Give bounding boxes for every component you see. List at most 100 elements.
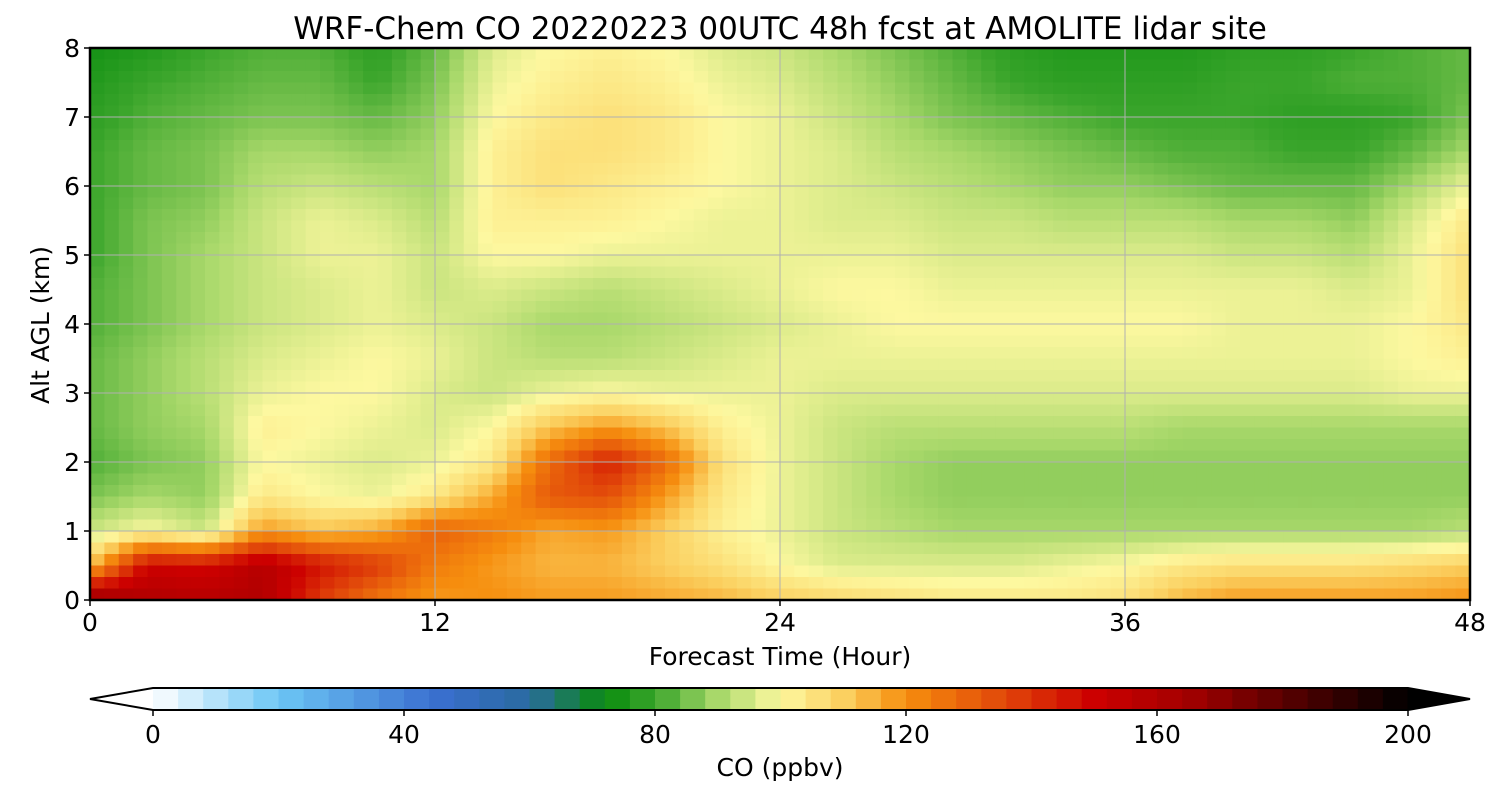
- heatmap-cell: [621, 531, 637, 544]
- heatmap-cell: [780, 588, 795, 601]
- heatmap-cell: [578, 301, 594, 314]
- heatmap-cell: [147, 588, 163, 601]
- heatmap-cell: [952, 197, 968, 210]
- heatmap-cell: [621, 496, 637, 509]
- heatmap-cell: [866, 209, 882, 222]
- heatmap-cell: [895, 462, 910, 475]
- heatmap-cell: [463, 519, 479, 532]
- heatmap-cell: [1326, 324, 1342, 337]
- heatmap-cell: [391, 531, 407, 544]
- heatmap-cell: [147, 140, 163, 153]
- heatmap-cell: [492, 186, 508, 199]
- heatmap-cell: [133, 439, 149, 452]
- heatmap-cell: [435, 266, 450, 279]
- heatmap-cell: [1340, 151, 1356, 164]
- heatmap-cell: [1240, 439, 1255, 452]
- heatmap-cell: [780, 427, 795, 440]
- heatmap-cell: [276, 82, 292, 95]
- y-tick-label: 5: [64, 241, 80, 270]
- heatmap-cell: [104, 59, 120, 72]
- heatmap-cell: [1441, 140, 1457, 153]
- heatmap-cell: [205, 220, 220, 233]
- heatmap-cell: [550, 439, 565, 452]
- heatmap-cell: [1268, 542, 1284, 555]
- heatmap-cell: [621, 370, 637, 383]
- heatmap-cell: [305, 266, 321, 279]
- heatmap-cell: [1067, 209, 1083, 222]
- heatmap-cell: [276, 128, 292, 141]
- heatmap-cell: [219, 370, 235, 383]
- heatmap-cell: [449, 542, 465, 555]
- heatmap-cell: [851, 450, 867, 463]
- heatmap-cell: [1240, 416, 1255, 429]
- heatmap-cell: [952, 473, 968, 486]
- heatmap-cell: [909, 209, 925, 222]
- heatmap-cell: [90, 197, 105, 210]
- heatmap-cell: [593, 255, 609, 268]
- heatmap-cell: [1010, 588, 1025, 601]
- heatmap-cell: [305, 197, 321, 210]
- heatmap-cell: [320, 243, 335, 256]
- heatmap-cell: [133, 565, 149, 578]
- heatmap-cell: [391, 450, 407, 463]
- heatmap-cell: [1010, 151, 1025, 164]
- heatmap-cell: [1110, 324, 1126, 337]
- heatmap-cell: [1297, 588, 1313, 601]
- heatmap-cell: [780, 117, 795, 130]
- heatmap-cell: [1426, 186, 1442, 199]
- heatmap-cell: [147, 266, 163, 279]
- heatmap-cell: [1024, 59, 1040, 72]
- heatmap-cell: [1096, 278, 1112, 291]
- heatmap-cell: [823, 347, 839, 360]
- heatmap-cell: [506, 577, 522, 590]
- heatmap-cell: [406, 485, 422, 498]
- heatmap-cell: [535, 404, 551, 417]
- heatmap-cell: [262, 128, 278, 141]
- heatmap-cell: [1053, 232, 1069, 245]
- heatmap-cell: [722, 220, 738, 233]
- heatmap-cell: [851, 473, 867, 486]
- heatmap-cell: [334, 82, 350, 95]
- heatmap-cell: [506, 220, 522, 233]
- colorbar-segment: [1131, 688, 1158, 710]
- heatmap-cell: [1168, 266, 1184, 279]
- heatmap-cell: [1311, 404, 1327, 417]
- heatmap-cell: [1297, 312, 1313, 325]
- heatmap-cell: [1010, 186, 1025, 199]
- heatmap-cell: [1326, 496, 1342, 509]
- heatmap-cell: [463, 163, 479, 176]
- heatmap-cell: [1297, 358, 1313, 371]
- heatmap-cell: [1268, 151, 1284, 164]
- heatmap-cell: [1311, 128, 1327, 141]
- heatmap-cell: [406, 243, 422, 256]
- heatmap-cell: [1297, 289, 1313, 302]
- heatmap-cell: [190, 266, 206, 279]
- heatmap-cell: [1283, 82, 1299, 95]
- heatmap-cell: [1182, 335, 1198, 348]
- heatmap-cell: [1398, 508, 1414, 521]
- heatmap-cell: [722, 358, 738, 371]
- heatmap-cell: [722, 565, 738, 578]
- heatmap-cell: [1110, 508, 1126, 521]
- heatmap-cell: [521, 485, 537, 498]
- heatmap-cell: [1024, 140, 1040, 153]
- heatmap-cell: [923, 542, 939, 555]
- heatmap-cell: [578, 381, 594, 394]
- heatmap-cell: [1441, 427, 1457, 440]
- heatmap-cell: [679, 232, 695, 245]
- heatmap-cell: [320, 140, 335, 153]
- heatmap-cell: [305, 117, 321, 130]
- heatmap-cell: [1053, 393, 1069, 406]
- heatmap-cell: [1283, 197, 1299, 210]
- heatmap-cell: [981, 59, 997, 72]
- heatmap-cell: [391, 48, 407, 61]
- heatmap-cell: [1096, 128, 1112, 141]
- heatmap-cell: [1355, 565, 1370, 578]
- heatmap-cell: [995, 554, 1011, 567]
- heatmap-cell: [981, 140, 997, 153]
- heatmap-cell: [665, 278, 680, 291]
- heatmap-cell: [1010, 404, 1025, 417]
- heatmap-cell: [564, 370, 580, 383]
- heatmap-cell: [895, 324, 910, 337]
- heatmap-cell: [1139, 105, 1155, 118]
